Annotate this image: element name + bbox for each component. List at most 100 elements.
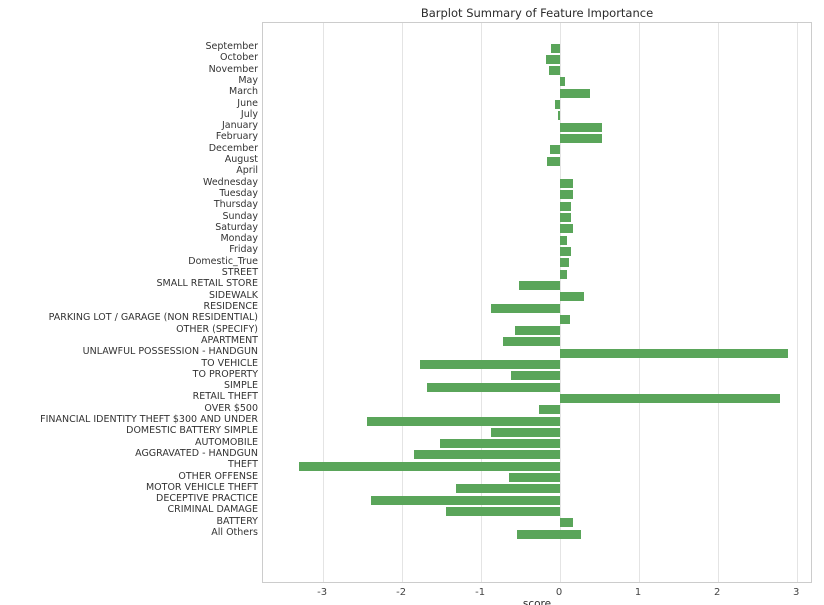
bar-parking-lot-garage-non-residential: [560, 314, 570, 324]
y-tick-label: RETAIL THEFT: [192, 391, 258, 403]
x-tick-label: 2: [714, 587, 721, 598]
y-tick-label: APARTMENT: [201, 334, 258, 346]
y-tick-label: THEFT: [227, 459, 258, 471]
bar-street: [560, 269, 568, 279]
y-tick-label: September: [205, 41, 258, 52]
chart-title: Barplot Summary of Feature Importance: [420, 6, 654, 20]
bar-battery: [560, 518, 573, 528]
bar-retail-theft: [560, 393, 780, 403]
x-tick-label: 0: [555, 587, 563, 598]
bar-financial-identity-theft-300-and-under: [366, 416, 561, 426]
x-tick-label: -3: [317, 587, 328, 598]
y-tick-label: Sunday: [222, 210, 258, 222]
bar-automobile: [440, 439, 561, 449]
bar-over-500: [538, 405, 561, 415]
bar-february: [560, 133, 602, 143]
bar-may: [560, 77, 565, 87]
bar-unlawful-possession-handgun: [560, 348, 788, 358]
bar-september: [551, 43, 561, 53]
y-tick-label: MOTOR VEHICLE THEFT: [145, 481, 258, 493]
y-tick-label: Domestic_True: [188, 255, 258, 267]
y-tick-label: April: [236, 165, 258, 177]
y-tick-label: Monday: [220, 233, 258, 245]
y-tick-label: February: [215, 131, 258, 143]
bar-august: [546, 156, 561, 166]
bar-aggravated-handgun: [413, 450, 561, 460]
y-tick-label: All Others: [211, 527, 258, 538]
bar-motor-vehicle-theft: [455, 484, 561, 494]
bar-apartment: [503, 337, 561, 347]
x-tick-label: 3: [793, 587, 800, 598]
gridline: [797, 23, 799, 582]
bar-domestic-battery-simple: [490, 427, 561, 437]
y-tick-label: SMALL RETAIL STORE: [156, 278, 258, 290]
y-tick-label: OVER $500: [204, 402, 258, 414]
bar-january: [560, 122, 602, 132]
bar-residence: [490, 303, 561, 313]
y-tick-label: Friday: [229, 244, 258, 256]
y-tick-label: July: [240, 108, 258, 120]
y-tick-label: TO PROPERTY: [192, 368, 258, 380]
bar-thursday: [560, 201, 572, 211]
bar-wednesday: [560, 179, 573, 189]
x-axis-label: score: [522, 598, 552, 605]
gridline: [639, 23, 641, 582]
gridline: [323, 23, 325, 582]
y-tick-label: January: [221, 120, 258, 132]
y-tick-label: December: [208, 142, 258, 154]
x-tick-label: -2: [396, 587, 407, 598]
bar-monday: [560, 235, 568, 245]
y-tick-label: DOMESTIC BATTERY SIMPLE: [126, 425, 258, 437]
bar-october: [545, 54, 561, 64]
bar-july: [557, 111, 561, 121]
y-tick-label: OTHER (SPECIFY): [176, 323, 258, 335]
bar-sunday: [560, 213, 572, 222]
y-tick-label: AUTOMOBILE: [194, 436, 258, 448]
bar-tuesday: [560, 190, 573, 200]
bar-saturday: [560, 224, 573, 234]
x-tick-label: -1: [475, 587, 486, 598]
y-tick-label: SIDEWALK: [208, 289, 258, 301]
gridline: [481, 23, 483, 582]
y-tick-label: FINANCIAL IDENTITY THEFT $300 AND UNDER: [40, 414, 258, 425]
y-tick-label: RESIDENCE: [203, 301, 259, 312]
y-tick-label: DECEPTIVE PRACTICE: [156, 493, 258, 505]
y-tick-label: OTHER OFFENSE: [178, 470, 258, 482]
gridline: [718, 23, 720, 582]
y-tick-label: October: [219, 52, 258, 64]
y-tick-label: BATTERY: [216, 515, 258, 527]
y-tick-label: August: [224, 154, 258, 165]
bar-simple: [427, 382, 561, 392]
y-tick-label: May: [238, 74, 258, 86]
bar-theft: [299, 461, 561, 471]
bar-criminal-damage: [445, 506, 561, 516]
bar-december: [549, 145, 561, 155]
bar-sidewalk: [560, 292, 584, 302]
y-tick-label: Wednesday: [202, 176, 258, 188]
y-tick-label: UNLAWFUL POSSESSION - HANDGUN: [82, 346, 258, 358]
y-tick-label: AGGRAVATED - HANDGUN: [135, 447, 258, 459]
bar-march: [560, 88, 591, 98]
gridline: [402, 23, 404, 582]
bar-other-offense: [508, 473, 561, 482]
bar-june: [554, 100, 561, 109]
y-tick-label: Thursday: [213, 199, 258, 211]
y-tick-label: Saturday: [215, 221, 258, 233]
plot-area: [262, 22, 812, 583]
y-tick-label: SIMPLE: [223, 380, 258, 392]
y-tick-label: November: [208, 63, 258, 75]
y-tick-label: STREET: [221, 267, 258, 278]
y-tick-label: PARKING LOT / GARAGE (NON RESIDENTIAL): [48, 312, 258, 324]
bar-friday: [560, 246, 572, 256]
bar-to-property: [511, 371, 561, 381]
bar-deceptive-practice: [370, 495, 561, 505]
x-tick-label: 1: [634, 587, 642, 598]
bar-other-specify: [515, 326, 561, 336]
y-tick-label: TO VEHICLE: [201, 357, 258, 369]
y-tick-label: Tuesday: [219, 187, 258, 199]
gridline: [560, 23, 562, 582]
bar-domestic-true: [560, 258, 569, 268]
y-tick-label: CRIMINAL DAMAGE: [167, 504, 259, 516]
y-tick-label: March: [229, 86, 258, 98]
